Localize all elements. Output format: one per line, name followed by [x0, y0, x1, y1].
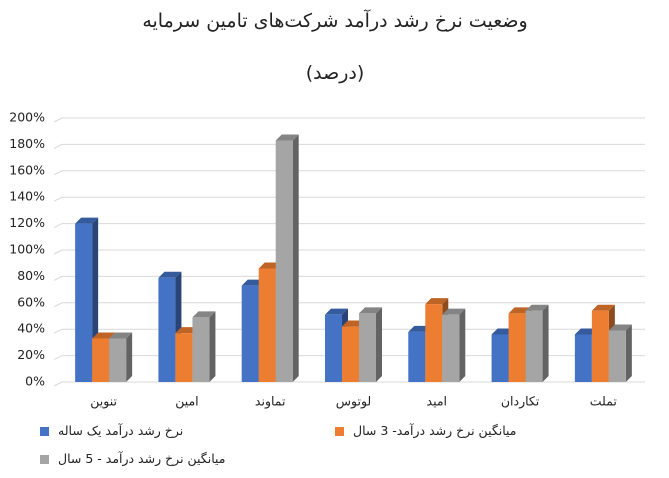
bar	[608, 330, 626, 382]
bar-top	[608, 324, 632, 331]
bar-side	[126, 332, 133, 382]
y-tick-label: 200%	[9, 110, 45, 125]
grid-line	[53, 223, 645, 229]
legend-label: نرخ رشد درآمد یک ساله	[58, 423, 184, 438]
y-tick-label: 80%	[17, 268, 45, 283]
y-tick-label: 0%	[25, 374, 45, 389]
bar	[425, 304, 443, 382]
y-tick-label: 40%	[17, 321, 45, 336]
bar-side	[625, 324, 632, 382]
y-tick-label: 20%	[17, 347, 45, 362]
x-tick-label: تماوند	[255, 394, 286, 410]
bar	[442, 314, 460, 382]
bar-side	[542, 304, 549, 382]
grid-line	[53, 381, 645, 387]
bar	[408, 331, 426, 382]
bar	[491, 334, 509, 382]
bar	[109, 338, 127, 382]
legend-label: میانگین نرخ رشد درآمد- 3 سال	[353, 423, 517, 438]
bar	[275, 140, 293, 382]
bar-top	[359, 307, 382, 314]
grid-line	[53, 143, 645, 149]
y-tick-label: 160%	[9, 162, 45, 177]
grid-line	[53, 302, 645, 308]
chart-title: وضعیت نرخ رشد درآمد شرکت‌های تامین سرمای…	[142, 10, 528, 32]
bar-top	[591, 304, 615, 311]
bar-side	[292, 134, 299, 382]
bar-top	[425, 298, 449, 305]
grid-line	[53, 249, 645, 255]
bar	[359, 313, 376, 382]
bar	[508, 313, 526, 382]
legend-swatch	[335, 427, 344, 436]
grid-line	[53, 117, 645, 123]
bar	[342, 326, 359, 382]
legend-swatch	[40, 427, 49, 436]
y-tick-label: 140%	[9, 189, 45, 204]
bar	[241, 285, 259, 382]
bar-top	[109, 332, 133, 339]
y-tick-label: 120%	[9, 215, 45, 230]
chart-subtitle: (درصد)	[305, 62, 365, 84]
bar	[574, 334, 592, 382]
grid-line	[53, 196, 645, 202]
bar	[325, 314, 342, 382]
bar-top	[158, 271, 182, 278]
bar-top	[325, 308, 348, 315]
y-tick-label: 100%	[9, 242, 45, 257]
bar	[75, 223, 93, 382]
bar	[258, 268, 276, 382]
bar	[175, 333, 193, 382]
legend-swatch	[40, 455, 49, 464]
y-tick-label: 180%	[9, 136, 45, 151]
bar	[192, 317, 210, 382]
bar	[525, 310, 543, 382]
bar-top	[525, 304, 549, 311]
grid-line	[53, 275, 645, 281]
x-tick-label: امین	[175, 394, 198, 410]
bar-top	[92, 332, 116, 339]
bar-top	[192, 311, 216, 318]
bar-side	[376, 307, 382, 382]
bar	[158, 277, 176, 382]
bar-side	[459, 308, 466, 382]
bar-top	[275, 134, 299, 141]
x-tick-label: تملت	[590, 394, 618, 409]
x-tick-label: تکاردان	[501, 394, 540, 410]
bar-top	[442, 308, 466, 315]
x-tick-label: لوتوس	[336, 394, 371, 410]
bar	[92, 338, 110, 382]
legend-label: میانگین نرخ رشد درآمد - 5 سال	[58, 451, 226, 466]
y-tick-label: 60%	[17, 294, 45, 309]
x-tick-label: امید	[427, 394, 448, 409]
grid-line	[53, 170, 645, 176]
bar-top	[75, 217, 99, 224]
x-tick-label: تنوین	[90, 394, 117, 410]
bar	[591, 310, 609, 382]
bar-side	[209, 311, 216, 382]
